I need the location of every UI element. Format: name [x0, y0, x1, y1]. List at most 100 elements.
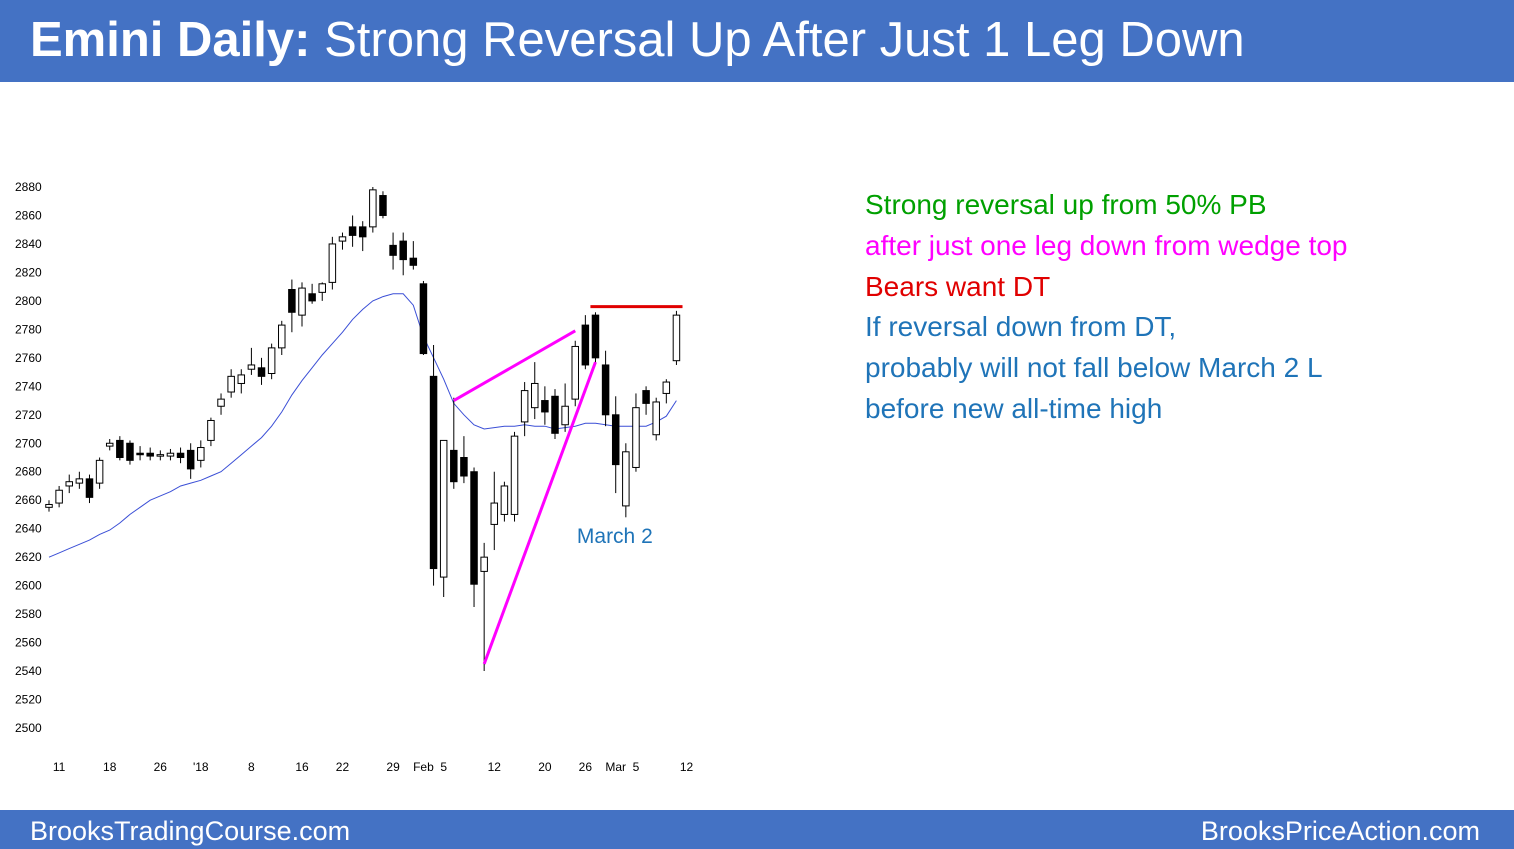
x-tick-label: Mar — [605, 760, 626, 774]
x-tick-label: '18 — [193, 760, 209, 774]
bear-candle — [389, 244, 397, 256]
y-tick-label: 2760 — [15, 351, 42, 365]
bull-candle — [632, 407, 640, 468]
x-tick-label: 22 — [336, 760, 350, 774]
bull-candle — [247, 364, 256, 370]
bull-candle — [65, 481, 73, 487]
y-tick-label: 2580 — [15, 607, 42, 621]
bear-candle — [257, 367, 266, 377]
x-tick-label: 20 — [538, 760, 552, 774]
bull-candle — [298, 287, 306, 316]
y-tick-label: 2640 — [15, 522, 42, 536]
page-title: Emini Daily: Strong Reversal Up After Ju… — [30, 10, 1245, 70]
y-tick-label: 2880 — [15, 180, 42, 194]
bull-candle — [571, 345, 579, 400]
bull-candle — [490, 502, 499, 525]
x-tick-label: 11 — [53, 760, 66, 774]
bear-candle — [642, 390, 650, 404]
x-tick-label: 8 — [248, 760, 255, 774]
bull-candle — [207, 419, 215, 441]
bear-candle — [450, 449, 458, 483]
bear-candle — [541, 400, 549, 413]
bear-candle — [551, 395, 559, 434]
annotation-line: Strong reversal up from 50% PB — [865, 189, 1267, 220]
y-tick-label: 2780 — [15, 322, 42, 336]
bear-candle — [591, 314, 600, 359]
bull-candle — [105, 442, 114, 447]
annotation-line: after just one leg down from wedge top — [865, 229, 1348, 261]
bear-candle — [470, 471, 478, 585]
x-tick-label: 12 — [680, 760, 694, 774]
title-rest: Strong Reversal Up After Just 1 Leg Down — [310, 13, 1245, 67]
bull-candle — [622, 451, 630, 507]
bear-candle — [429, 375, 438, 570]
annotation-line: If reversal down from DT, — [865, 311, 1177, 343]
y-tick-label: 2700 — [15, 436, 42, 450]
x-tick-label: Feb — [413, 760, 434, 774]
bull-candle — [45, 503, 53, 508]
footer-bar: BrooksTradingCourse.com BrooksPriceActio… — [0, 810, 1514, 849]
bull-candle — [510, 435, 519, 515]
y-tick-label: 2860 — [15, 208, 42, 222]
bear-candle — [419, 283, 428, 355]
x-tick-label: 29 — [386, 760, 400, 774]
y-tick-label: 2820 — [15, 265, 42, 279]
bear-candle — [460, 457, 468, 477]
bear-candle — [601, 364, 610, 416]
annotation-line: probably will not fall below March 2 L — [865, 352, 1323, 384]
y-tick-label: 2520 — [15, 693, 42, 707]
bear-candle — [409, 257, 418, 266]
y-tick-label: 2720 — [15, 408, 42, 422]
title-bold: Emini Daily: — [30, 13, 311, 67]
y-tick-label: 2560 — [15, 636, 42, 650]
bear-candle — [379, 195, 387, 216]
y-tick-label: 2660 — [15, 493, 42, 507]
bear-candle — [146, 452, 154, 457]
bull-candle — [95, 459, 104, 484]
wedge-upper-line — [453, 329, 576, 402]
x-tick-label: 16 — [295, 760, 309, 774]
bear-candle — [85, 478, 94, 498]
bull-candle — [156, 454, 165, 457]
annotation-line: Bears want DT — [865, 270, 1051, 302]
y-tick-label: 2500 — [15, 721, 42, 735]
x-tick-label: 26 — [154, 760, 168, 774]
march-2-label: March 2 — [577, 525, 653, 548]
bull-candle — [197, 447, 205, 461]
bull-candle — [237, 374, 246, 384]
bull-candle — [227, 375, 235, 393]
bull-candle — [480, 556, 488, 572]
bear-candle — [136, 452, 144, 456]
bear-candle — [348, 226, 357, 236]
bull-candle — [369, 189, 377, 228]
y-tick-label: 2680 — [15, 465, 42, 479]
footer-left-link[interactable]: BrooksTradingCourse.com — [30, 816, 351, 846]
bull-candle — [439, 439, 448, 578]
bull-candle — [662, 381, 671, 394]
bull-candle — [531, 382, 539, 409]
bull-candle — [318, 283, 326, 293]
bear-candle — [288, 289, 296, 313]
y-tick-label: 2620 — [15, 550, 42, 564]
bull-candle — [328, 243, 337, 283]
bull-candle — [55, 489, 63, 504]
bear-candle — [116, 439, 124, 459]
x-tick-label: 12 — [488, 760, 502, 774]
bear-candle — [176, 452, 185, 458]
footer-right-link[interactable]: BrooksPriceAction.com — [1200, 816, 1480, 846]
bull-candle — [561, 405, 569, 426]
bear-candle — [581, 324, 590, 366]
y-tick-label: 2540 — [15, 664, 42, 678]
y-tick-label: 2600 — [15, 579, 42, 593]
bull-candle — [652, 401, 660, 436]
bull-candle — [500, 485, 509, 515]
wedge-lower-line — [482, 361, 597, 665]
bear-candle — [358, 226, 367, 238]
x-tick-label: 5 — [633, 760, 640, 774]
bull-candle — [338, 236, 347, 242]
bull-candle — [217, 398, 225, 407]
y-tick-label: 2740 — [15, 379, 42, 393]
y-tick-label: 2840 — [15, 237, 42, 251]
bull-candle — [520, 390, 529, 423]
